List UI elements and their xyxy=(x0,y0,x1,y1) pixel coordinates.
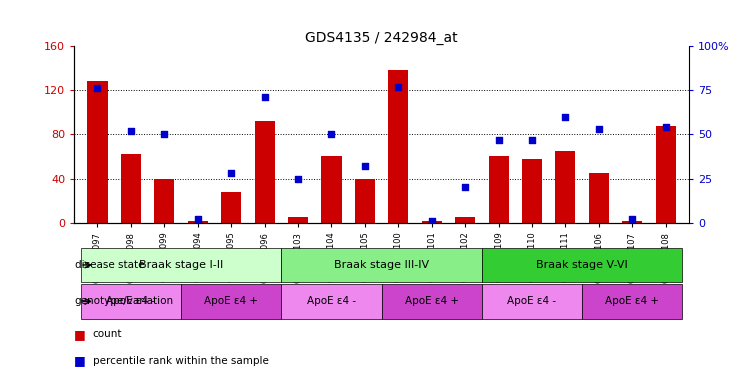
Text: percentile rank within the sample: percentile rank within the sample xyxy=(93,356,268,366)
Text: Braak stage I-II: Braak stage I-II xyxy=(139,260,223,270)
Text: ApoE ε4 +: ApoE ε4 + xyxy=(205,296,258,306)
Point xyxy=(159,131,170,137)
Text: genotype/variation: genotype/variation xyxy=(75,296,174,306)
Text: count: count xyxy=(93,329,122,339)
Point xyxy=(292,175,304,182)
Point xyxy=(325,131,337,137)
Point xyxy=(426,218,438,224)
Bar xyxy=(622,220,642,223)
Text: ApoE ε4 -: ApoE ε4 - xyxy=(508,296,556,306)
Text: Braak stage III-IV: Braak stage III-IV xyxy=(334,260,429,270)
Bar xyxy=(556,151,576,223)
Bar xyxy=(656,126,676,223)
Text: ApoE ε4 +: ApoE ε4 + xyxy=(605,296,659,306)
Bar xyxy=(582,284,682,319)
Bar xyxy=(282,284,382,319)
Title: GDS4135 / 242984_at: GDS4135 / 242984_at xyxy=(305,31,458,45)
Point xyxy=(459,184,471,190)
Bar xyxy=(589,173,609,223)
Point xyxy=(526,137,538,143)
Text: ■: ■ xyxy=(74,354,86,367)
Point xyxy=(125,128,137,134)
Bar xyxy=(187,220,207,223)
Text: ApoE ε4 -: ApoE ε4 - xyxy=(107,296,156,306)
Bar xyxy=(121,154,141,223)
Bar xyxy=(488,157,508,223)
Point xyxy=(259,94,270,100)
Point xyxy=(225,170,237,176)
Bar xyxy=(181,284,282,319)
Bar xyxy=(522,159,542,223)
Bar xyxy=(482,248,682,282)
Bar xyxy=(355,179,375,223)
Point xyxy=(659,124,671,131)
Point xyxy=(559,114,571,120)
Bar xyxy=(154,179,174,223)
Bar xyxy=(87,81,107,223)
Bar xyxy=(455,217,475,223)
Bar xyxy=(388,70,408,223)
Point xyxy=(393,84,405,90)
Bar xyxy=(282,248,482,282)
Bar xyxy=(382,284,482,319)
Point xyxy=(493,137,505,143)
Bar xyxy=(255,121,275,223)
Bar xyxy=(288,217,308,223)
Point xyxy=(192,216,204,222)
Point xyxy=(92,85,104,91)
Bar xyxy=(81,248,282,282)
Bar xyxy=(322,157,342,223)
Point xyxy=(593,126,605,132)
Bar xyxy=(482,284,582,319)
Bar xyxy=(221,192,242,223)
Text: disease state: disease state xyxy=(75,260,144,270)
Point xyxy=(626,216,638,222)
Text: Braak stage V-VI: Braak stage V-VI xyxy=(536,260,628,270)
Text: ApoE ε4 +: ApoE ε4 + xyxy=(405,296,459,306)
Text: ■: ■ xyxy=(74,328,86,341)
Bar xyxy=(422,220,442,223)
Point xyxy=(359,163,370,169)
Text: ApoE ε4 -: ApoE ε4 - xyxy=(307,296,356,306)
Bar xyxy=(81,284,181,319)
